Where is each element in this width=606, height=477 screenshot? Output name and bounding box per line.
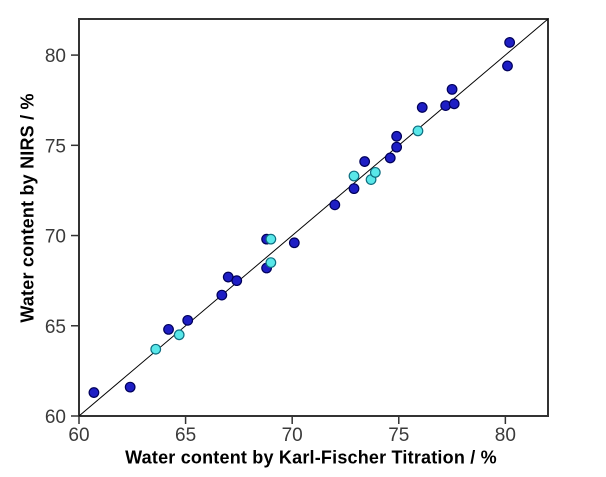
data-point-cyan-samples [173, 329, 185, 341]
y-tick-label: 75 [45, 136, 66, 157]
data-point-dark-blue-samples [88, 387, 100, 398]
data-point-dark-blue-samples [348, 183, 360, 195]
x-tick-label: 80 [495, 425, 516, 446]
data-point-dark-blue-samples [391, 130, 403, 142]
plot-frame [78, 18, 549, 417]
x-tick-label: 60 [68, 425, 89, 446]
y-axis-title: Water content by NIRS / % [17, 93, 38, 323]
data-point-dark-blue-samples [416, 102, 428, 113]
data-point-dark-blue-samples [329, 199, 341, 211]
data-point-dark-blue-samples [384, 152, 396, 164]
data-point-dark-blue-samples [182, 314, 194, 326]
data-point-cyan-samples [265, 233, 277, 245]
data-point-cyan-samples [265, 257, 277, 269]
data-point-dark-blue-samples [288, 237, 300, 249]
data-point-dark-blue-samples [359, 156, 371, 167]
data-point-cyan-samples [412, 125, 424, 137]
x-tick-label: 70 [282, 425, 303, 446]
data-point-dark-blue-samples [216, 289, 228, 301]
data-point-dark-blue-samples [448, 98, 460, 110]
data-point-dark-blue-samples [504, 37, 516, 48]
data-point-dark-blue-samples [446, 83, 458, 95]
identity-line [78, 18, 549, 417]
data-point-cyan-samples [369, 166, 381, 178]
y-tick-label: 65 [45, 317, 66, 338]
data-point-dark-blue-samples [391, 141, 403, 153]
data-point-cyan-samples [150, 343, 162, 355]
data-point-dark-blue-samples [502, 60, 513, 72]
x-tick-label: 75 [388, 425, 409, 446]
data-point-cyan-samples [348, 170, 360, 182]
y-tick-label: 60 [45, 407, 66, 428]
data-point-dark-blue-samples [231, 275, 243, 287]
y-tick-label: 70 [45, 227, 66, 248]
data-point-dark-blue-samples [124, 381, 136, 393]
y-tick-label: 80 [45, 46, 66, 67]
data-point-dark-blue-samples [163, 323, 174, 335]
x-tick-label: 65 [175, 425, 196, 446]
x-axis-title: Water content by Karl-Fischer Titration … [125, 447, 497, 468]
